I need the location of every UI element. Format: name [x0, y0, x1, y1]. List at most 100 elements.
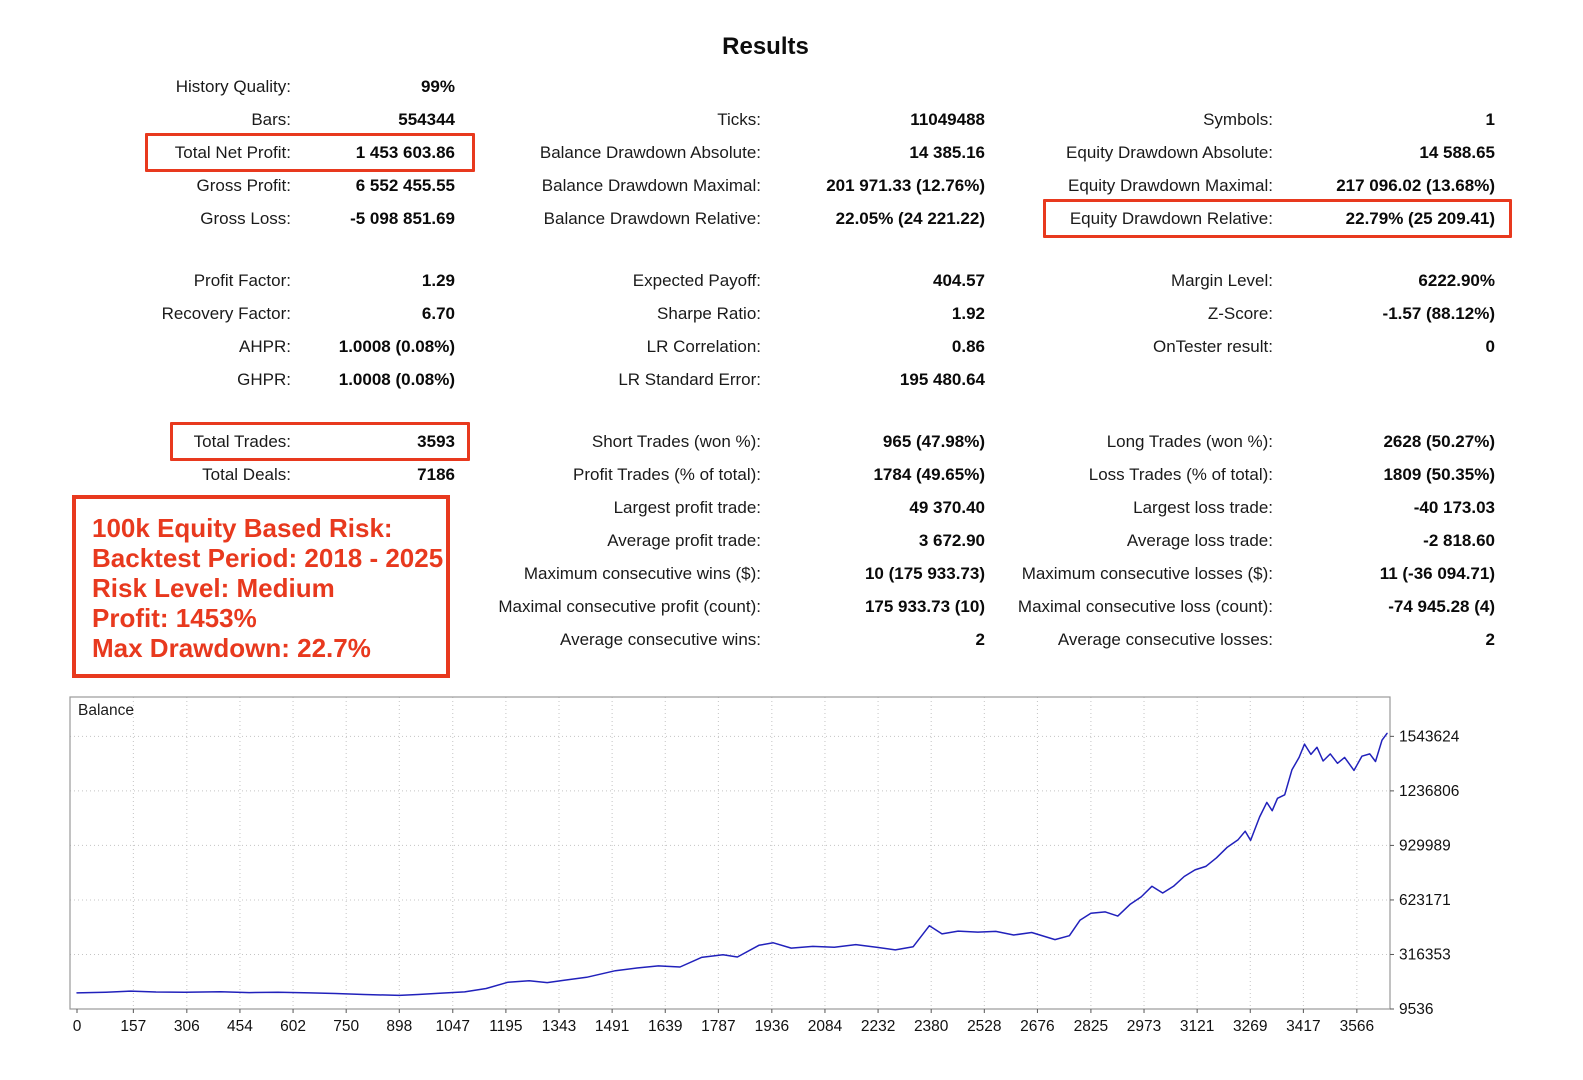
row-blank [1007, 363, 1495, 396]
stat-value: 1 [1485, 109, 1495, 129]
x-tick-label: 2973 [1127, 1018, 1161, 1035]
stat-row: Expected Payoff: 404.57 [497, 264, 985, 297]
stat-label: Gross Profit: [196, 175, 291, 195]
stat-row: Margin Level: 6222.90% [1007, 264, 1495, 297]
x-tick-label: 2676 [1020, 1018, 1054, 1035]
stat-value: 217 096.02 (13.68%) [1336, 175, 1495, 195]
stat-row: GHPR: 1.0008 (0.08%) [75, 363, 455, 396]
stat-row: AHPR: 1.0008 (0.08%) [75, 330, 455, 363]
stat-label: Equity Drawdown Absolute: [1066, 142, 1273, 162]
annotation-line: Risk Level: Medium [92, 573, 335, 603]
x-tick-label: 3417 [1286, 1018, 1320, 1035]
stat-row: Equity Drawdown Absolute: 14 588.65 [1007, 136, 1495, 169]
page-title: Results [722, 33, 809, 60]
stat-label: History Quality: [175, 76, 291, 96]
annotation-box: 100k Equity Based Risk: Backtest Period:… [72, 495, 450, 678]
x-tick-label: 3121 [1180, 1018, 1214, 1035]
stat-row: Equity Drawdown Maximal: 217 096.02 (13.6… [1007, 169, 1495, 202]
stat-value: 1.92 [951, 303, 985, 323]
stat-value: 2 [1485, 629, 1495, 649]
stat-value: 965 (47.98%) [882, 431, 985, 451]
stat-row: Total Trades: 3593 [75, 422, 470, 461]
stat-label: Total Net Profit: [174, 142, 291, 162]
x-tick-label: 898 [386, 1018, 412, 1035]
x-tick-label: 1195 [489, 1018, 522, 1035]
row-spacer [497, 396, 985, 425]
x-tick-label: 3566 [1340, 1018, 1374, 1035]
stat-label: Total Trades: [193, 431, 291, 451]
x-tick-label: 2232 [861, 1018, 895, 1035]
stat-value: 0.86 [951, 336, 985, 356]
stat-value: 10 (175 933.73) [864, 563, 985, 583]
y-tick-label: 623171 [1399, 892, 1451, 909]
stat-row: Maximum consecutive wins ($): 10 (175 933… [497, 557, 985, 590]
stat-row: Maximal consecutive loss (count): -74 945… [1007, 590, 1495, 623]
stat-label: Gross Loss: [200, 208, 291, 228]
stat-label: Total Deals: [202, 464, 291, 484]
stat-label: Average consecutive losses: [1057, 629, 1273, 649]
stat-row: Loss Trades (% of total): 1809 (50.35%) [1007, 458, 1495, 491]
stat-label: Ticks: [717, 109, 761, 129]
stat-label: Margin Level: [1170, 270, 1273, 290]
stat-value: 6.70 [421, 303, 455, 323]
stat-row: Ticks: 11049488 [497, 103, 985, 136]
stat-value: 3 672.90 [918, 530, 985, 550]
stat-label: Loss Trades (% of total): [1088, 464, 1273, 484]
stat-value: 1809 (50.35%) [1383, 464, 1495, 484]
stat-label: Balance Drawdown Relative: [543, 208, 761, 228]
stat-row: Symbols: 1 [1007, 103, 1495, 136]
stat-label: Equity Drawdown Relative: [1069, 208, 1273, 228]
stat-label: Largest loss trade: [1133, 497, 1273, 517]
stat-value: 49 370.40 [909, 497, 985, 517]
stat-row: Maximum consecutive losses ($): 11 (-36 0… [1007, 557, 1495, 590]
stat-label: Maximum consecutive wins ($): [523, 563, 761, 583]
x-tick-label: 602 [280, 1018, 306, 1035]
stat-label: Maximum consecutive losses ($): [1021, 563, 1273, 583]
stat-label: Symbols: [1203, 109, 1273, 129]
stats-column-right: Symbols: 1 Equity Drawdown Absolute: 14 588… [1007, 70, 1512, 656]
x-tick-label: 157 [120, 1018, 146, 1035]
stat-row: Bars: 554344 [75, 103, 455, 136]
balance-chart: 0 157 306 454 602 750 898 1047 1195 1343 1491 1639 1… [0, 690, 1583, 1080]
annotation-line: Backtest Period: 2018 - 2025 [92, 543, 444, 573]
stat-value: 99% [420, 76, 455, 96]
stat-label: Average loss trade: [1126, 530, 1273, 550]
stat-row: Equity Drawdown Relative: 22.79% (25 209.… [1007, 199, 1512, 238]
stat-value: 11 (-36 094.71) [1379, 563, 1495, 583]
stat-row: Balance Drawdown Absolute: 14 385.16 [497, 136, 985, 169]
stat-row: Balance Drawdown Maximal: 201 971.33 (12.… [497, 169, 985, 202]
stat-value: 22.79% (25 209.41) [1345, 208, 1495, 228]
x-tick-label: 1936 [755, 1018, 789, 1035]
stat-value: 201 971.33 (12.76%) [826, 175, 985, 195]
stat-value: -74 945.28 (4) [1388, 596, 1495, 616]
stat-row: Balance Drawdown Relative: 22.05% (24 221… [497, 202, 985, 235]
stat-label: Maximal consecutive loss (count): [1017, 596, 1273, 616]
stat-value: 1.0008 (0.08%) [338, 369, 455, 389]
stat-value: 1.0008 (0.08%) [338, 336, 455, 356]
stat-value: 14 588.65 [1419, 142, 1495, 162]
stat-label: Equity Drawdown Maximal: [1067, 175, 1273, 195]
stat-row: Maximal consecutive profit (count): 175 9… [497, 590, 985, 623]
stat-value: 404.57 [933, 270, 985, 290]
stat-row: Z-Score: -1.57 (88.12%) [1007, 297, 1495, 330]
stat-value: -2 818.60 [1423, 530, 1495, 550]
row-spacer [1007, 396, 1495, 425]
x-tick-label: 1491 [595, 1018, 629, 1035]
stat-value: 3593 [417, 431, 455, 451]
x-tick-label: 454 [227, 1018, 253, 1035]
stat-value: 554344 [398, 109, 455, 129]
stat-value: 14 385.16 [909, 142, 985, 162]
row-blank [497, 70, 985, 103]
stat-label: GHPR: [237, 369, 291, 389]
stat-label: Average profit trade: [607, 530, 761, 550]
plot-border [69, 696, 1391, 1010]
stat-row: Total Deals: 7186 [75, 458, 455, 491]
annotation-line: Profit: 1453% [92, 603, 257, 633]
stat-value: 2628 (50.27%) [1383, 431, 1495, 451]
x-tick-label: 1639 [648, 1018, 682, 1035]
stat-row: Average loss trade: -2 818.60 [1007, 524, 1495, 557]
stat-label: LR Correlation: [646, 336, 761, 356]
stat-label: LR Standard Error: [618, 369, 761, 389]
stat-value: 195 480.64 [899, 369, 985, 389]
stat-row: Sharpe Ratio: 1.92 [497, 297, 985, 330]
